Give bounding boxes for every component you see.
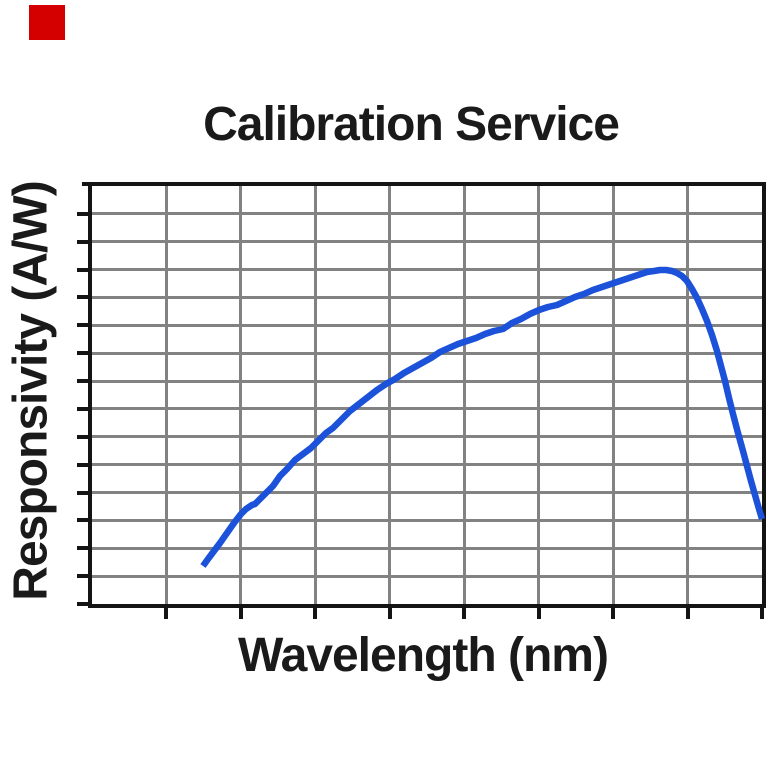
gridline-horizontal [92,351,762,355]
axis-tick-bottom [536,608,541,619]
gridline-vertical [164,186,168,604]
axis-tick-bottom [238,608,243,619]
gridline-horizontal [92,212,762,216]
x-axis-label: Wavelength (nm) [238,629,609,682]
gridline-horizontal [92,295,762,299]
chart-title: Calibration Service [203,98,620,151]
gridline-vertical [611,186,615,604]
gridline-vertical [239,186,243,604]
gridline-horizontal [92,574,762,578]
axis-tick-left [77,462,88,467]
gridline-horizontal [92,407,762,411]
axis-tick-bottom [611,608,616,619]
gridline-vertical [686,186,690,604]
axis-tick-left [77,406,88,411]
axis-tick-left [77,490,88,495]
brand-logo-red-square [29,5,65,40]
gridline-horizontal [92,379,762,383]
axis-tick-bottom [462,608,467,619]
axis-tick-bottom [387,608,392,619]
axis-tick-left [77,546,88,551]
axis-tick-left [77,323,88,328]
plot-area [88,182,766,608]
gridline-horizontal [92,268,762,272]
axis-tick-left [77,267,88,272]
gridline-vertical [537,186,541,604]
axis-tick-left [77,602,88,606]
gridline-horizontal [92,546,762,550]
axis-tick-left [77,434,88,439]
gridline-horizontal [92,323,762,327]
gridline-horizontal [92,463,762,467]
axis-tick-left [77,211,88,216]
gridline-horizontal [92,240,762,244]
axis-tick-top-left-overhang [82,182,88,186]
responsivity-curve-line [200,266,766,568]
axis-tick-bottom [685,608,690,619]
axis-tick-left [77,379,88,384]
gridline-vertical [462,186,466,604]
y-axis-label: Responsivity (A/W) [4,181,58,601]
axis-tick-left [77,574,88,579]
gridline-horizontal [92,518,762,522]
axis-tick-left [77,351,88,356]
axis-tick-bottom [760,608,764,619]
axis-tick-bottom [313,608,318,619]
gridline-horizontal [92,491,762,495]
gridline-vertical [388,186,392,604]
gridline-horizontal [92,435,762,439]
axis-tick-left [77,295,88,300]
axis-tick-left [77,239,88,244]
axis-tick-left [77,518,88,523]
gridline-vertical [313,186,317,604]
axis-tick-bottom [164,608,169,619]
